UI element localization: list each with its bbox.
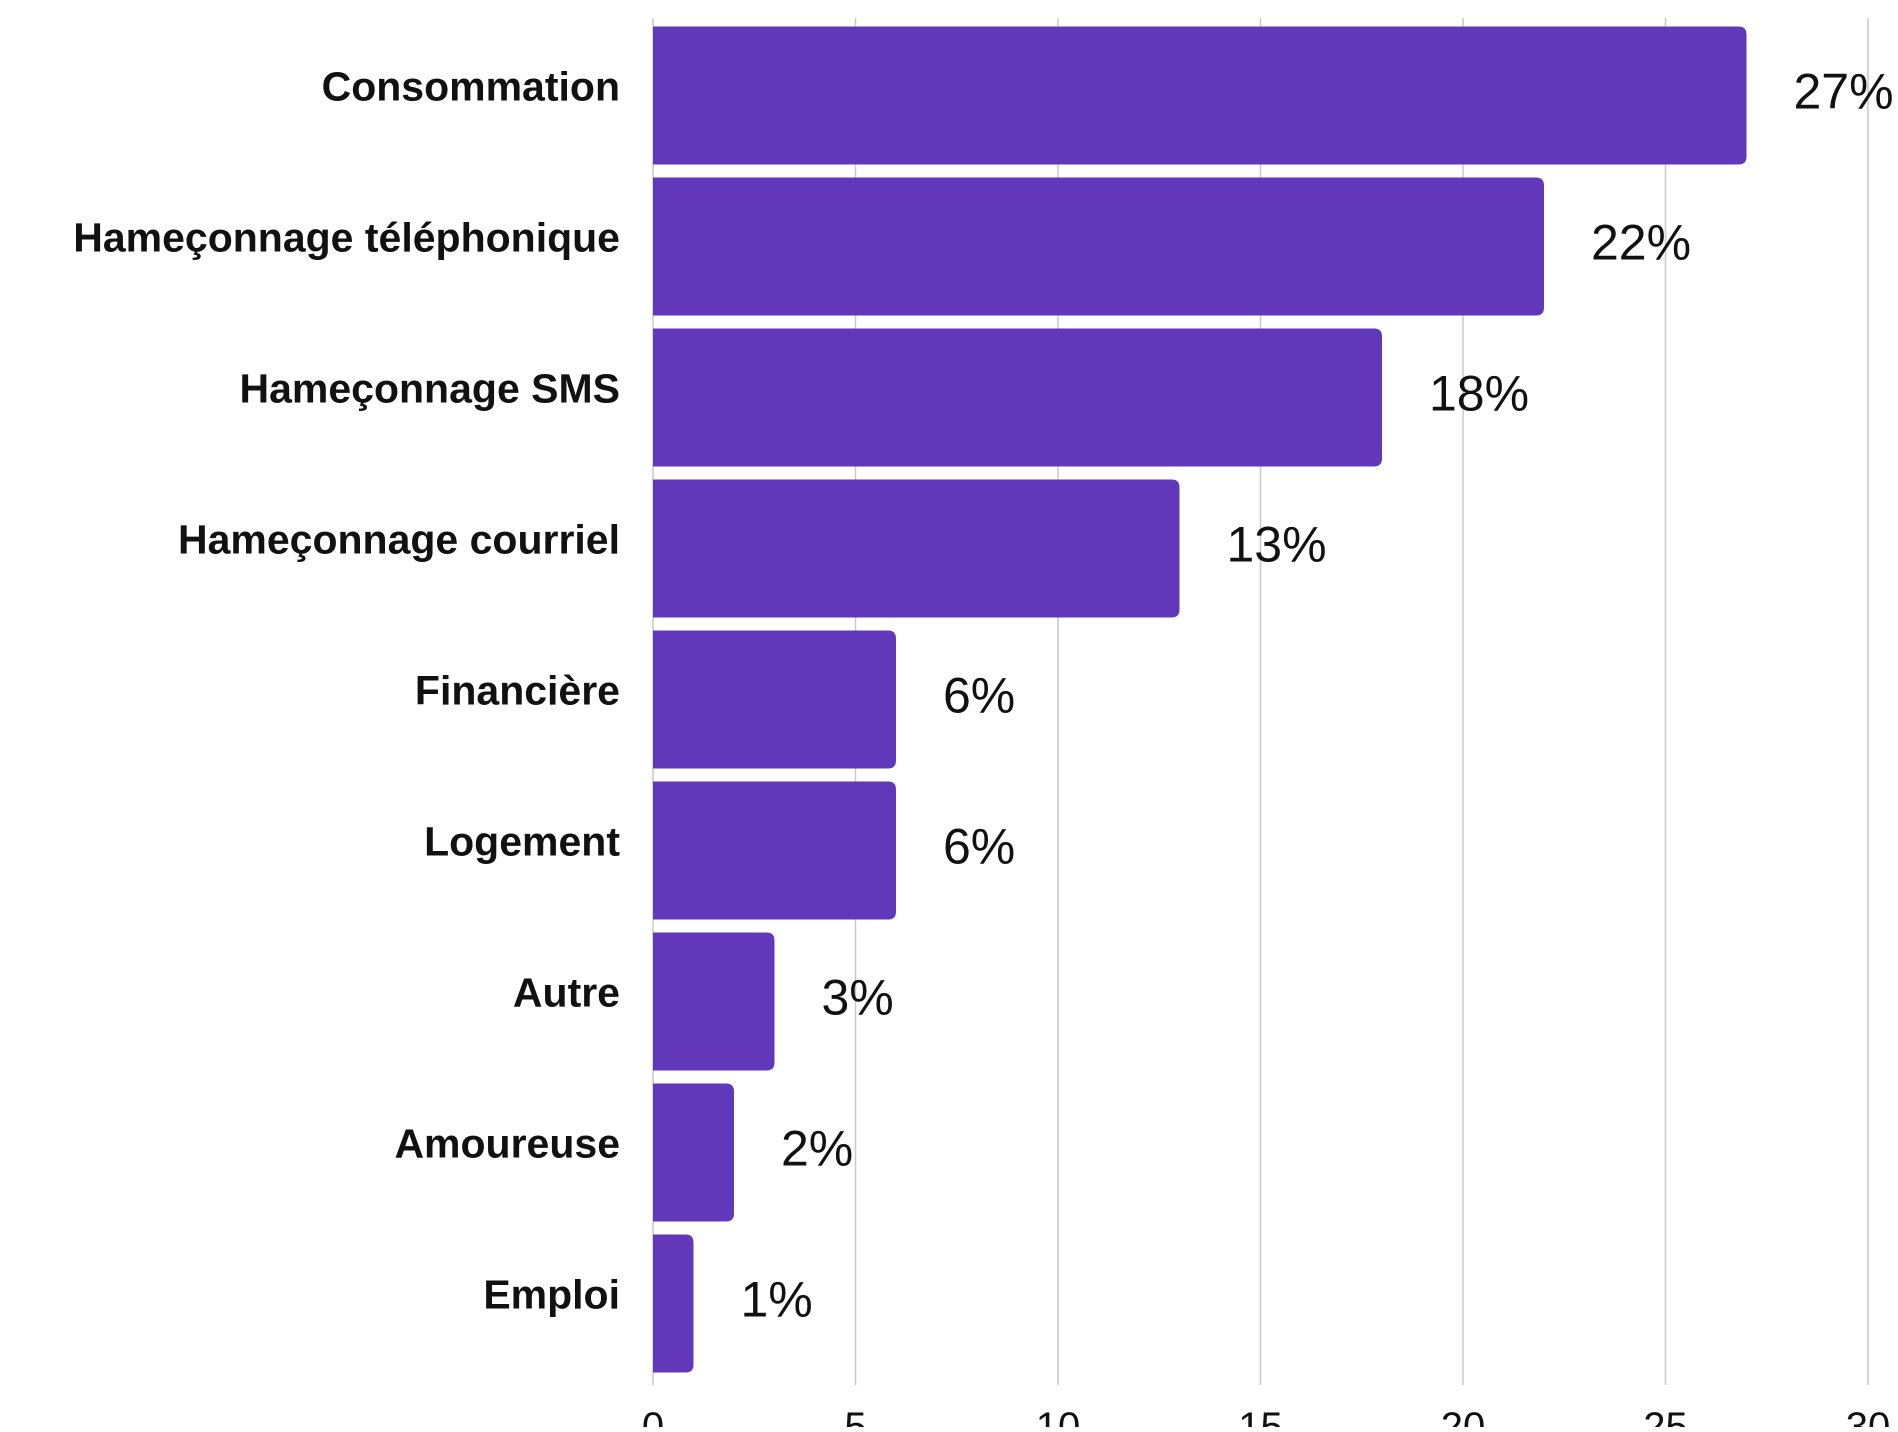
category-label: Consommation xyxy=(322,63,620,109)
category-label: Hameçonnage téléphonique xyxy=(73,214,620,260)
x-tick-label: 5 xyxy=(844,1405,866,1427)
x-tick-label: 0 xyxy=(642,1405,664,1427)
value-label: 13% xyxy=(1227,517,1327,573)
category-label: Emploi xyxy=(483,1271,620,1317)
category-label: Hameçonnage SMS xyxy=(240,365,621,411)
bar xyxy=(653,479,1180,618)
bar xyxy=(653,1234,694,1373)
x-tick-label: 20 xyxy=(1441,1405,1486,1427)
bar xyxy=(653,1083,734,1222)
bar xyxy=(653,26,1747,165)
x-tick-label: 25 xyxy=(1643,1405,1688,1427)
bar xyxy=(653,932,775,1071)
x-axis-ticks: 0 5 10 15 20 25 30 xyxy=(642,1405,1891,1432)
x-tick-label: 30 xyxy=(1846,1405,1891,1427)
value-label: 2% xyxy=(781,1121,853,1177)
value-label: 22% xyxy=(1591,215,1691,271)
x-tick-label: 10 xyxy=(1036,1405,1081,1427)
value-label: 6% xyxy=(943,819,1015,875)
bar xyxy=(653,630,896,769)
category-label: Hameçonnage courriel xyxy=(178,516,620,562)
bar xyxy=(653,781,896,920)
value-label: 3% xyxy=(822,970,894,1026)
category-label: Amoureuse xyxy=(394,1120,620,1166)
bar xyxy=(653,328,1382,467)
bar xyxy=(653,177,1544,316)
value-label: 6% xyxy=(943,668,1015,724)
bars xyxy=(653,26,1747,1373)
value-label: 1% xyxy=(741,1272,813,1328)
x-tick-label: 15 xyxy=(1238,1405,1283,1427)
value-label: 27% xyxy=(1794,64,1894,120)
value-labels: 27% 22% 18% 13% 6% 6% 3% 2% 1% xyxy=(741,64,1894,1328)
category-labels: Consommation Hameçonnage téléphonique Hame… xyxy=(73,63,620,1317)
category-label: Logement xyxy=(424,818,620,864)
category-label: Financière xyxy=(415,667,620,713)
value-label: 18% xyxy=(1429,366,1529,422)
category-label: Autre xyxy=(513,969,620,1015)
